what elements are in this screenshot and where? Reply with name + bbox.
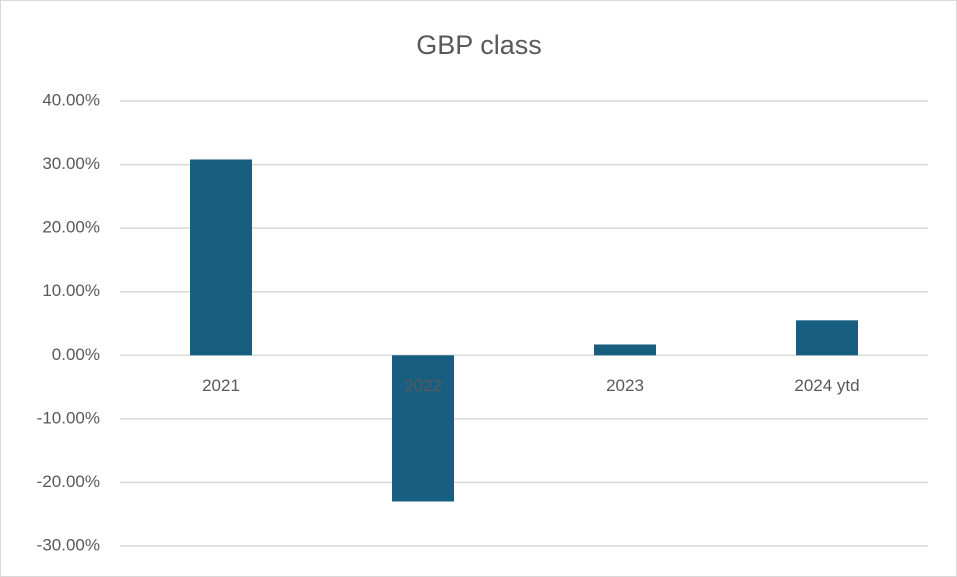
y-tick-label: -30.00% bbox=[37, 535, 100, 554]
bar bbox=[594, 344, 656, 356]
y-tick-label: 0.00% bbox=[52, 345, 100, 364]
y-tick-label: 10.00% bbox=[42, 281, 100, 300]
bar bbox=[796, 320, 858, 356]
x-tick-label: 2022 bbox=[404, 376, 442, 395]
y-tick-label: -10.00% bbox=[37, 408, 100, 427]
bar bbox=[392, 355, 454, 502]
x-tick-label: 2021 bbox=[202, 376, 240, 395]
x-tick-label: 2024 ytd bbox=[794, 376, 859, 395]
y-tick-label: 40.00% bbox=[42, 90, 100, 109]
chart-title: GBP class bbox=[416, 30, 542, 60]
bar bbox=[190, 159, 252, 356]
y-tick-label: -20.00% bbox=[37, 472, 100, 491]
y-tick-label: 30.00% bbox=[42, 154, 100, 173]
y-tick-label: 20.00% bbox=[42, 218, 100, 237]
x-tick-label: 2023 bbox=[606, 376, 644, 395]
